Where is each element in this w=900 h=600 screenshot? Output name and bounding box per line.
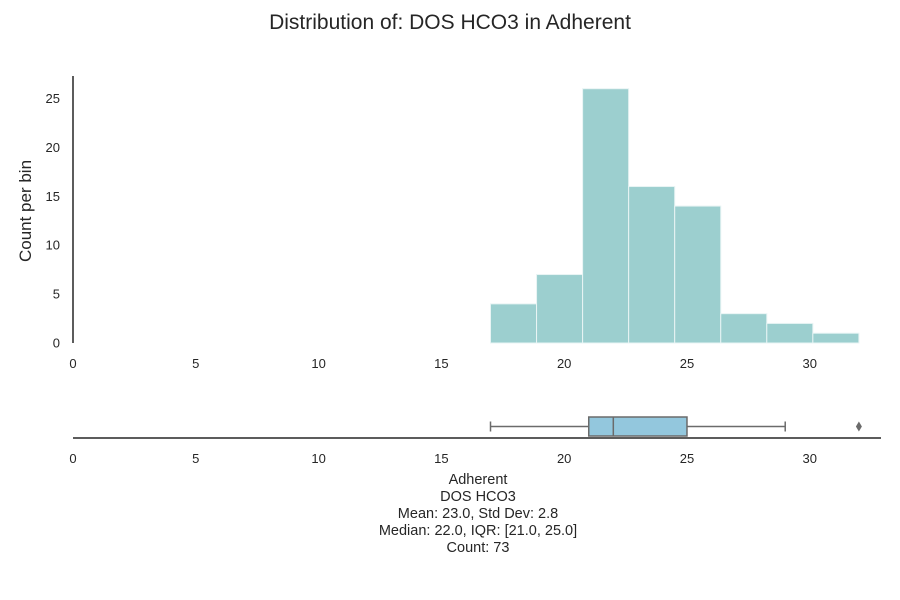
- x-tick-label: 10: [311, 451, 325, 466]
- x-tick-label: 15: [434, 356, 448, 371]
- iqr-box: [587, 416, 688, 437]
- histogram-bar: [536, 274, 584, 344]
- y-axis-label: Count per bin: [16, 160, 35, 262]
- histogram-bar: [582, 88, 630, 344]
- histogram-bar: [766, 322, 814, 344]
- group-label: Adherent: [449, 472, 508, 488]
- histogram-bar: [490, 303, 538, 344]
- y-tick-label: 15: [46, 189, 60, 204]
- histogram-bar: [674, 205, 722, 344]
- x-tick-label: 30: [803, 356, 817, 371]
- y-tick-label: 20: [46, 140, 60, 155]
- x-tick-label: 5: [192, 451, 199, 466]
- count-label: Count: 73: [447, 540, 510, 556]
- y-tick-label: 0: [53, 336, 60, 351]
- x-tick-label: 0: [69, 356, 76, 371]
- histogram-panel: 0 5 10 15 20 25 0 5 10 15 20 25 30: [46, 76, 860, 371]
- x-tick-label: 5: [192, 356, 199, 371]
- histogram-bar: [720, 313, 768, 344]
- mean-std-label: Mean: 23.0, Std Dev: 2.8: [398, 506, 558, 522]
- histogram-bar: [812, 332, 860, 344]
- x-tick-label: 10: [311, 356, 325, 371]
- variable-label: DOS HCO3: [440, 489, 516, 505]
- median-iqr-label: Median: 22.0, IQR: [21.0, 25.0]: [379, 523, 577, 539]
- y-tick-label: 10: [46, 238, 60, 253]
- x-tick-label: 20: [557, 451, 571, 466]
- chart-title: Distribution of: DOS HCO3 in Adherent: [269, 11, 631, 34]
- x-tick-label: 0: [69, 451, 76, 466]
- x-tick-label: 15: [434, 451, 448, 466]
- x-tick-label: 30: [803, 451, 817, 466]
- x-tick-label: 20: [557, 356, 571, 371]
- x-tick-label: 25: [680, 356, 694, 371]
- x-tick-label: 25: [680, 451, 694, 466]
- outlier-point: [855, 421, 862, 432]
- boxplot-panel: 0 5 10 15 20 25 30: [69, 416, 881, 466]
- histogram-bar: [628, 186, 676, 344]
- y-tick-label: 25: [46, 91, 60, 106]
- y-tick-label: 5: [53, 287, 60, 302]
